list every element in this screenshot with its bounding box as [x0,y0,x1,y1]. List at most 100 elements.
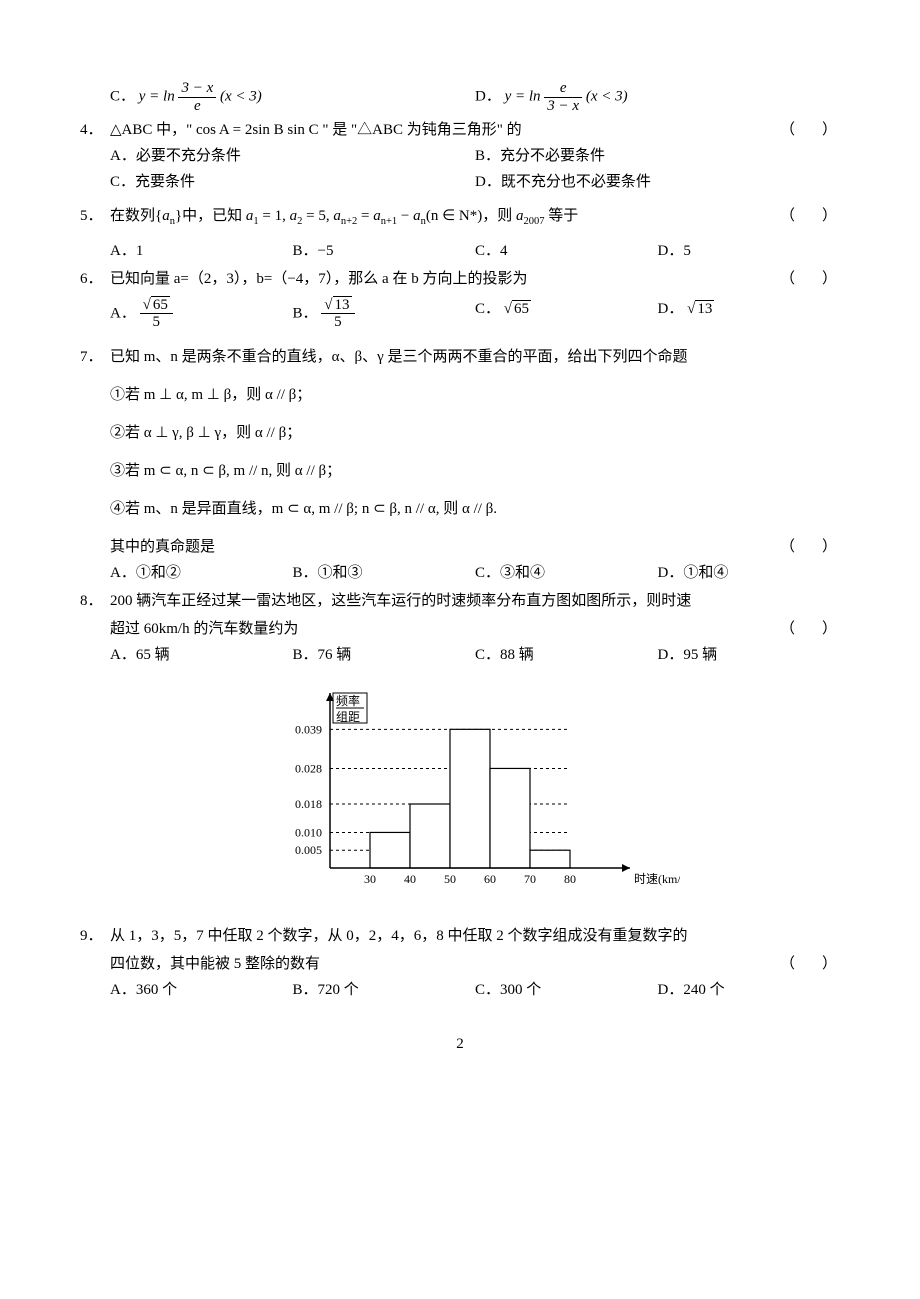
q4-opt-b: B．充分不必要条件 [475,144,840,168]
text: (n ∈ N*)，则 [426,208,516,224]
q5-opt-a: A．1 [110,239,293,263]
q6-stem: 已知向量 a=（2，3），b=（−4，7），那么 a 在 b 方向上的投影为 [110,267,780,291]
frac-num: 3 − x [178,80,216,98]
svg-text:40: 40 [404,872,416,886]
text: − [397,208,413,224]
fraction: e 3 − x [544,80,582,114]
q6-number: 6． [80,267,110,291]
opt-label: C． [110,88,135,104]
q5-opt-b: B．−5 [293,239,476,263]
q7-stem-row: 7． 已知 m、n 是两条不重合的直线，α、β、γ 是三个两两不重合的平面，给出… [80,345,840,369]
q7-number: 7． [80,345,110,369]
opt-label: C． [475,301,500,317]
q8-stem2: 超过 60km/h 的汽车数量约为 [110,617,780,641]
opt-label: A． [110,305,136,321]
q8-opt-c: C．88 辆 [475,643,658,667]
frac-den: 5 [321,314,354,331]
frac-den: 5 [140,314,173,331]
q7-opt-d: D．①和④ [658,561,841,585]
q8-opt-b: B．76 辆 [293,643,476,667]
svg-text:50: 50 [444,872,456,886]
q8-stem1: 200 辆汽车正经过某一雷达地区，这些汽车运行的时速频率分布直方图如图所示，则时… [110,589,840,613]
sub: n+2 [341,216,357,227]
opt-expr-pre: y = ln [505,88,541,104]
q4-options-cd: C．充要条件 D．既不充分也不必要条件 [80,170,840,194]
q8-options: A．65 辆 B．76 辆 C．88 辆 D．95 辆 [80,643,840,667]
frac-den: e [178,98,216,115]
q7-prop-2: ②若 α ⊥ γ, β ⊥ γ，则 α // β； [80,421,840,445]
opt-label: D． [658,301,684,317]
svg-text:0.018: 0.018 [295,797,322,811]
sqrt-val: 13 [333,296,352,313]
sub: 2007 [524,216,545,227]
frac-num: √65 [140,297,173,315]
answer-paren: （ ） [780,617,840,641]
q7-tail: 其中的真命题是 [110,535,780,559]
q6-opt-c: C． √65 [475,297,658,331]
sqrt-val: 65 [512,300,531,317]
q8-histogram: 0.0390.0280.0180.0100.005304050607080频率组… [80,673,840,906]
text: = 5, [302,208,333,224]
q6-opt-d: D． √13 [658,297,841,331]
svg-text:70: 70 [524,872,536,886]
svg-text:0.028: 0.028 [295,761,322,775]
q5-opt-d: D．5 [658,239,841,263]
histogram-svg: 0.0390.0280.0180.0100.005304050607080频率组… [240,673,680,898]
frac-num: √13 [321,297,354,315]
spacer [80,535,110,559]
frac-num: e [544,80,582,98]
q8-number: 8． [80,589,110,613]
q8-opt-d: D．95 辆 [658,643,841,667]
answer-paren: （ ） [780,204,840,231]
opt-label: D． [475,88,501,104]
q3-opt-c: C． y = ln 3 − x e (x < 3) [110,80,475,114]
var: a [516,208,524,224]
q7-options: A．①和② B．①和③ C．③和④ D．①和④ [80,561,840,585]
q9-opt-b: B．720 个 [293,978,476,1002]
q9-opt-d: D．240 个 [658,978,841,1002]
svg-text:组距: 组距 [336,710,360,724]
svg-text:60: 60 [484,872,496,886]
q8-opt-a: A．65 辆 [110,643,293,667]
q4-stem: △ABC 中，" cos A = 2sin B sin C " 是 "△ABC … [110,118,780,142]
spacer [80,952,110,976]
sqrt-val: 65 [151,296,170,313]
q5-number: 5． [80,204,110,231]
q9-stem-row2: 四位数，其中能被 5 整除的数有 （ ） [80,952,840,976]
frac-den: 3 − x [544,98,582,115]
q5-opt-c: C．4 [475,239,658,263]
var: a [333,208,341,224]
q5-options: A．1 B．−5 C．4 D．5 [80,239,840,263]
q4-options-ab: A．必要不充分条件 B．充分不必要条件 [80,144,840,168]
svg-text:0.005: 0.005 [295,843,322,857]
var: a [413,208,421,224]
sqrt-val: 13 [695,300,714,317]
q9-stem2: 四位数，其中能被 5 整除的数有 [110,952,780,976]
answer-paren: （ ） [780,952,840,976]
sub: n+1 [381,216,397,227]
q6-options: A． √65 5 B． √13 5 C． √65 D． √13 [80,297,840,331]
svg-text:30: 30 [364,872,376,886]
q9-stem-row1: 9． 从 1，3，5，7 中任取 2 个数字，从 0，2，4，6，8 中任取 2… [80,924,840,948]
q7-prop-1: ①若 m ⊥ α, m ⊥ β，则 α // β； [80,383,840,407]
q6-opt-b: B． √13 5 [293,297,476,331]
var: a [162,208,170,224]
text: }中，已知 [175,208,246,224]
q9-stem1: 从 1，3，5，7 中任取 2 个数字，从 0，2，4，6，8 中任取 2 个数… [110,924,840,948]
var: a [290,208,298,224]
q4-opt-d: D．既不充分也不必要条件 [475,170,840,194]
text: 在数列{ [110,208,162,224]
q6-opt-a: A． √65 5 [110,297,293,331]
page-number: 2 [80,1032,840,1056]
fraction: √13 5 [321,297,354,331]
q9-opt-a: A．360 个 [110,978,293,1002]
q9-number: 9． [80,924,110,948]
q8-stem-row1: 8． 200 辆汽车正经过某一雷达地区，这些汽车运行的时速频率分布直方图如图所示… [80,589,840,613]
fraction: √65 5 [140,297,173,331]
opt-expr-suf: (x < 3) [220,88,262,104]
text: 等于 [545,208,579,224]
opt-expr-pre: y = ln [139,88,175,104]
text: = 1, [259,208,290,224]
var: a [373,208,381,224]
q7-stem: 已知 m、n 是两条不重合的直线，α、β、γ 是三个两两不重合的平面，给出下列四… [110,345,840,369]
